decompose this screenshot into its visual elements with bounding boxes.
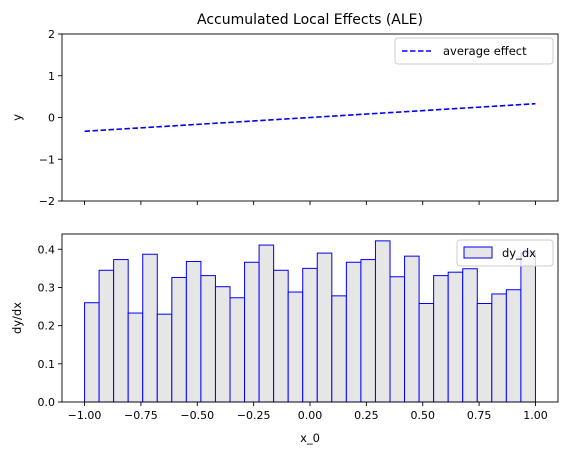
histogram-bar [127, 312, 144, 403]
histogram-bar [258, 244, 275, 403]
bottom-y-ticks: 0.0 0.1 0.2 0.3 0.4 [38, 243, 62, 409]
top-y-tick-label: 1 [48, 70, 55, 83]
bottom-y-axis-label: dy/dx [10, 302, 24, 334]
bottom-y-tick-label: 0.2 [38, 320, 56, 333]
histogram-bar [142, 253, 158, 403]
histogram-bottom-panel: 0.0 0.1 0.2 0.3 0.4 −1.00 −0.75 −0.50 −0.25 0.00… [10, 233, 559, 445]
bottom-x-ticks: −1.00 −0.75 −0.50 −0.25 0.00 0.25 0.50 0.75 1.00 [68, 402, 548, 422]
histogram-bar [433, 275, 449, 403]
histogram-bar [476, 302, 493, 403]
histogram-bar [214, 286, 231, 403]
histogram-bar [229, 297, 246, 403]
bottom-y-tick-label: 0.4 [38, 243, 56, 256]
histogram-bar [273, 269, 289, 403]
top-y-tick-label: −2 [39, 195, 55, 208]
bottom-x-tick-label: −0.50 [180, 409, 214, 422]
bottom-x-tick-label: 0.25 [354, 409, 379, 422]
histogram-bar [360, 259, 376, 403]
top-x-ticks [84, 201, 536, 205]
top-legend-box [394, 37, 554, 65]
histogram-bar [345, 261, 362, 403]
average-effect-line [84, 102, 536, 133]
top-y-ticks: −2 −1 0 1 2 [39, 28, 62, 208]
histogram-bar [404, 255, 420, 403]
histogram-bar [244, 261, 260, 403]
top-y-axis-label: y [10, 114, 24, 121]
histogram-bar [447, 271, 464, 403]
bottom-y-tick-label: 0.3 [38, 281, 56, 294]
histogram-bar [418, 302, 435, 403]
bottom-legend-swatch [463, 246, 493, 259]
histogram-bar [287, 291, 304, 403]
top-y-tick-label: −1 [39, 153, 55, 166]
histogram-bar [316, 252, 333, 403]
chart-title: Accumulated Local Effects (ALE) [197, 12, 423, 28]
histogram-bar [505, 289, 522, 403]
bottom-x-tick-label: −0.25 [237, 409, 271, 422]
histogram-bar [520, 252, 536, 403]
bottom-x-tick-label: 0.75 [467, 409, 492, 422]
ale-top-panel: Accumulated Local Effects (ALE) −2−1012 … [10, 12, 559, 208]
top-legend-label: average effect [443, 44, 527, 58]
histogram-bar [302, 267, 318, 403]
bottom-x-axis-label: x_0 [300, 431, 320, 445]
histogram-bar [374, 240, 391, 403]
top-y-tick-label: 0 [48, 112, 55, 125]
bottom-legend-label: dy_dx [502, 246, 536, 260]
bottom-legend: dy_dx [456, 239, 554, 267]
histogram-bar [491, 293, 507, 403]
top-plot-area [84, 102, 536, 133]
bottom-x-tick-label: −1.00 [68, 409, 102, 422]
histogram-bar [156, 313, 173, 403]
bottom-x-tick-label: 1.00 [523, 409, 548, 422]
histogram-bar [171, 277, 187, 403]
histogram-bar [98, 269, 115, 403]
bottom-x-tick-label: −0.75 [124, 409, 158, 422]
histogram-bar [84, 302, 100, 403]
histogram-bar [331, 295, 347, 403]
histogram-bar [200, 275, 216, 403]
bottom-y-tick-label: 0.1 [38, 358, 56, 371]
bottom-x-tick-label: 0.00 [298, 409, 323, 422]
bottom-y-tick-label: 0.0 [38, 396, 56, 409]
histogram-bar [389, 276, 406, 403]
top-legend: average effect [394, 37, 554, 65]
histogram-bar [185, 260, 202, 403]
histogram-bar [462, 268, 478, 403]
top-y-tick-label: 2 [48, 28, 55, 41]
bottom-plot-area [84, 240, 536, 403]
histogram-bar [113, 259, 129, 403]
bottom-x-tick-label: 0.50 [410, 409, 435, 422]
